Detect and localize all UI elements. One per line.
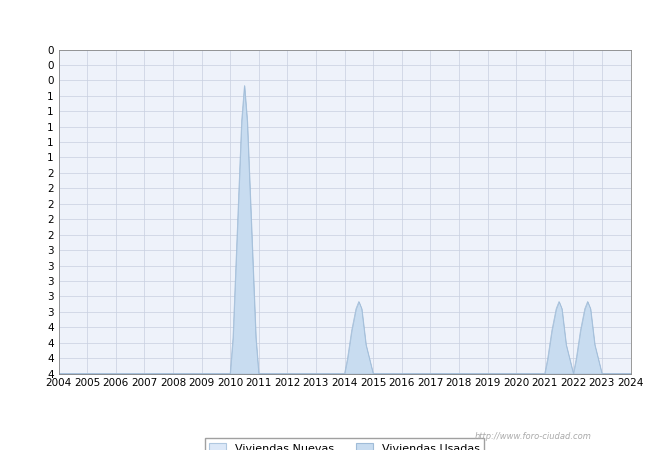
Legend: Viviendas Nuevas, Viviendas Usadas: Viviendas Nuevas, Viviendas Usadas — [205, 438, 484, 450]
Text: Toril - Evolucion del Nº de Transacciones Inmobiliarias: Toril - Evolucion del Nº de Transaccione… — [114, 14, 536, 28]
Text: http://www.foro-ciudad.com: http://www.foro-ciudad.com — [474, 432, 592, 441]
